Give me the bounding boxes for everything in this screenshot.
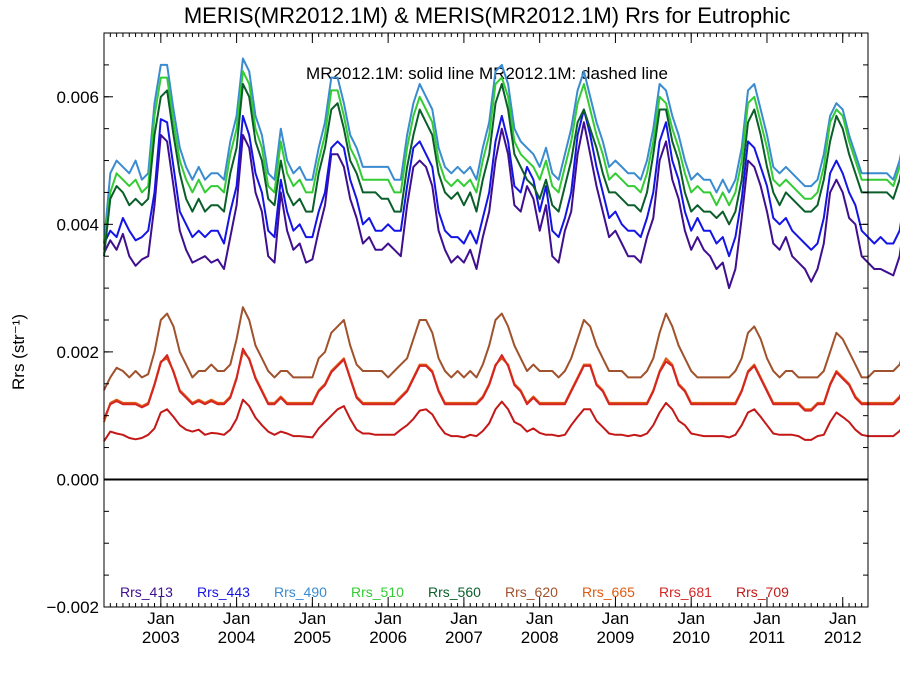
legend-item-rrs-490: Rrs_490 bbox=[274, 584, 327, 600]
series-line-rrs-443 bbox=[103, 108, 900, 258]
x-tick-month-label: Jan bbox=[753, 609, 780, 628]
x-tick-month-label: Jan bbox=[602, 609, 629, 628]
chart-title: MERIS(MR2012.1M) & MERIS(MR2012.1M) Rrs … bbox=[184, 3, 790, 28]
plot-frame bbox=[103, 32, 869, 608]
x-tick-year-label: 2004 bbox=[218, 628, 256, 647]
series-line-rrs-665 bbox=[103, 350, 900, 423]
series-line-rrs-510 bbox=[103, 70, 900, 250]
line-style-annotation: MR2012.1M: solid line MR2012.1M: dashed … bbox=[306, 64, 668, 83]
x-tick-year-label: 2011 bbox=[749, 628, 786, 647]
x-tick-month-label: Jan bbox=[526, 609, 553, 628]
y-tick-label: 0.002 bbox=[56, 343, 99, 362]
x-tick-year-label: 2012 bbox=[824, 628, 862, 647]
y-tick-label: 0.004 bbox=[56, 215, 99, 234]
x-tick-month-label: Jan bbox=[829, 609, 856, 628]
series-legend: Rrs_413 Rrs_443 Rrs_490 Rrs_510 Rrs_560 Rrs_6… bbox=[120, 584, 789, 600]
legend-item-rrs-665: Rrs_665 bbox=[582, 584, 635, 600]
y-axis-label: Rrs (str⁻¹) bbox=[9, 314, 28, 390]
legend-item-rrs-510: Rrs_510 bbox=[351, 584, 404, 600]
y-tick-label: 0.006 bbox=[56, 88, 99, 107]
y-tick-label: −0.002 bbox=[47, 598, 99, 617]
y-tick-label: 0.000 bbox=[56, 470, 99, 489]
x-tick-year-label: 2006 bbox=[369, 628, 407, 647]
series-line-rrs-560 bbox=[103, 83, 900, 257]
y-axis-ticks: 0.006 0.004 0.002 0.000 −0.002 bbox=[47, 32, 868, 617]
legend-item-rrs-709: Rrs_709 bbox=[736, 584, 789, 600]
x-tick-month-label: Jan bbox=[299, 609, 326, 628]
legend-item-rrs-413: Rrs_413 bbox=[120, 584, 173, 600]
x-tick-month-label: Jan bbox=[147, 609, 174, 628]
x-tick-year-label: 2007 bbox=[445, 628, 483, 647]
x-axis-ticks: Jan2003Jan2004Jan2005Jan2006Jan2007Jan20… bbox=[103, 33, 869, 647]
x-tick-year-label: 2008 bbox=[521, 628, 559, 647]
x-tick-month-label: Jan bbox=[450, 609, 477, 628]
series-line-rrs-413 bbox=[103, 121, 900, 290]
x-tick-year-label: 2005 bbox=[293, 628, 331, 647]
series-line-rrs-490 bbox=[103, 57, 900, 244]
legend-item-rrs-560: Rrs_560 bbox=[428, 584, 481, 600]
x-tick-month-label: Jan bbox=[677, 609, 704, 628]
x-tick-year-label: 2009 bbox=[597, 628, 635, 647]
x-tick-year-label: 2010 bbox=[672, 628, 710, 647]
series-line-rrs-709 bbox=[103, 398, 900, 442]
x-tick-month-label: Jan bbox=[374, 609, 401, 628]
series-line-rrs-620 bbox=[103, 306, 900, 391]
legend-item-rrs-443: Rrs_443 bbox=[197, 584, 250, 600]
x-tick-month-label: Jan bbox=[223, 609, 250, 628]
legend-item-rrs-681: Rrs_681 bbox=[659, 584, 712, 600]
series-layer bbox=[103, 57, 900, 442]
x-tick-year-label: 2003 bbox=[142, 628, 180, 647]
legend-item-rrs-620: Rrs_620 bbox=[505, 584, 558, 600]
series-line-rrs-681 bbox=[103, 347, 900, 420]
